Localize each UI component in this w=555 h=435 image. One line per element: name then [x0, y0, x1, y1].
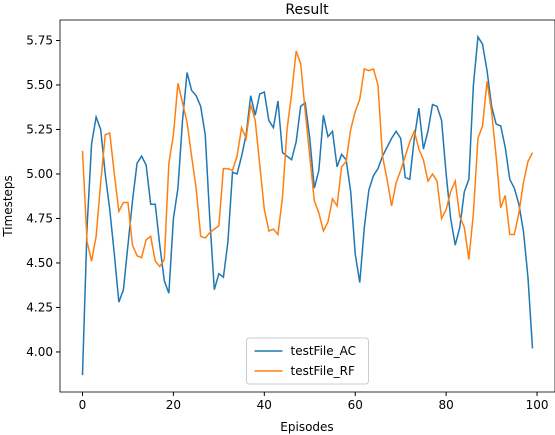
x-tick-label: 100	[526, 398, 549, 412]
legend: testFile_AC testFile_RF	[246, 337, 369, 385]
x-tick-label: 80	[438, 398, 453, 412]
y-tick-label: 5.00	[26, 167, 53, 181]
y-tick-label: 4.00	[26, 345, 53, 359]
y-tick-label: 5.75	[26, 33, 53, 47]
series-line	[81, 50, 534, 268]
x-axis-label: Episodes	[280, 420, 333, 434]
plot-frame	[59, 19, 555, 393]
x-tick-label: 60	[348, 398, 363, 412]
y-tick-label: 4.50	[26, 256, 53, 270]
y-tick-label: 5.25	[26, 122, 53, 136]
y-tick-label: 4.25	[26, 300, 53, 314]
legend-label: testFile_AC	[291, 344, 357, 358]
chart-title: Result	[285, 2, 329, 18]
x-tick-label: 20	[166, 398, 181, 412]
x-tick-label: 0	[79, 398, 87, 412]
x-tick-label: 40	[257, 398, 272, 412]
y-tick-label: 5.50	[26, 78, 53, 92]
legend-label: testFile_RF	[291, 364, 355, 378]
series-line	[81, 34, 534, 376]
legend-box	[246, 337, 369, 385]
y-tick-label: 4.75	[26, 211, 53, 225]
y-axis-label: Timesteps	[1, 175, 15, 238]
